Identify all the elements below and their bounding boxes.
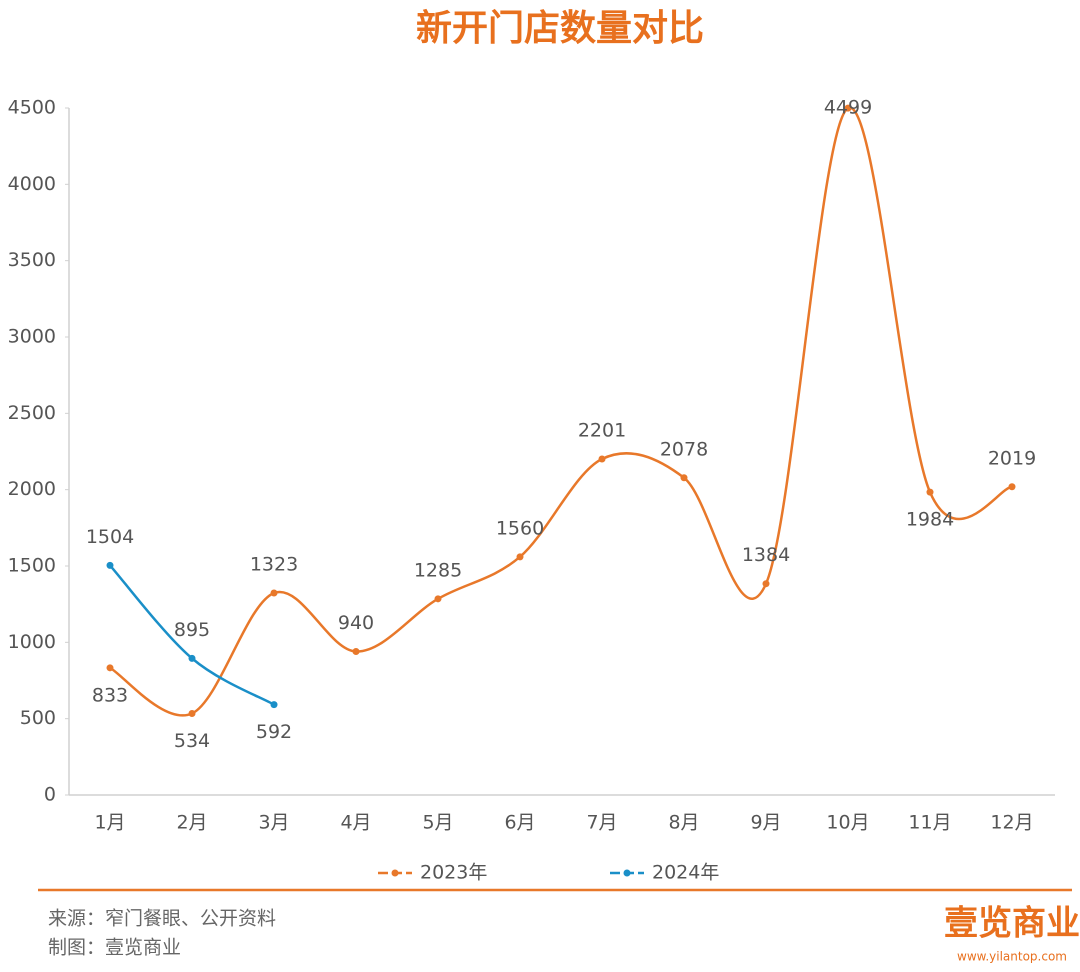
point: [352, 647, 360, 655]
x-tick-label: 6月: [504, 812, 535, 834]
point: [270, 701, 278, 709]
y-tick-label: 0: [44, 784, 56, 806]
legend-dot: [391, 869, 399, 877]
point: [844, 104, 852, 112]
chart-title: 新开门店数量对比: [416, 8, 704, 49]
data-label: 1504: [86, 526, 134, 548]
maker: 制图：壹览商业: [48, 937, 181, 959]
data-label: 2019: [988, 447, 1036, 469]
y-tick-label: 4500: [8, 97, 56, 119]
data-label: 895: [174, 619, 210, 641]
x-tick-label: 2月: [176, 812, 207, 834]
point: [434, 595, 442, 603]
y-tick-label: 1500: [8, 555, 56, 577]
y-tick-label: 3500: [8, 249, 56, 271]
point: [188, 709, 196, 717]
data-label: 1323: [250, 554, 298, 576]
x-tick-label: 5月: [422, 812, 453, 834]
point: [680, 474, 688, 482]
data-label: 1984: [906, 509, 954, 531]
data-label: 833: [92, 684, 128, 706]
point: [516, 553, 524, 561]
x-tick-label: 9月: [750, 812, 781, 834]
x-tick-label: 8月: [668, 812, 699, 834]
data-label: 534: [174, 730, 210, 752]
x-tick-label: 7月: [586, 812, 617, 834]
point: [1008, 483, 1016, 491]
y-tick-label: 2500: [8, 402, 56, 424]
data-label: 1384: [742, 544, 790, 566]
data-label: 2078: [660, 438, 708, 460]
x-tick-label: 12月: [990, 812, 1033, 834]
point: [598, 455, 606, 463]
y-tick-label: 500: [20, 707, 56, 729]
point: [762, 580, 770, 588]
data-label: 940: [338, 612, 374, 634]
series-line: [109, 106, 1013, 717]
data-label: 592: [256, 721, 292, 743]
legend-label: 2023年: [420, 862, 487, 884]
x-tick-label: 1月: [94, 812, 125, 834]
x-tick-label: 11月: [908, 812, 951, 834]
point: [926, 488, 934, 496]
y-tick-label: 1000: [8, 631, 56, 653]
data-label: 1285: [414, 559, 462, 581]
point: [188, 654, 196, 662]
data-label: 4499: [824, 97, 872, 119]
y-tick-label: 2000: [8, 478, 56, 500]
logo: 壹览商业: [944, 904, 1080, 944]
legend-label: 2024年: [652, 862, 719, 884]
y-tick-label: 4000: [8, 173, 56, 195]
y-tick-label: 3000: [8, 326, 56, 348]
x-tick-label: 10月: [826, 812, 869, 834]
point: [106, 664, 114, 672]
logo-url: www.yilantop.com: [957, 950, 1067, 964]
point: [106, 561, 114, 569]
source: 来源：窄门餐眼、公开资料: [48, 908, 276, 930]
x-tick-label: 4月: [340, 812, 371, 834]
data-label: 1560: [496, 517, 544, 539]
point: [270, 589, 278, 597]
x-tick-label: 3月: [258, 812, 289, 834]
legend-dot: [623, 869, 631, 877]
data-label: 2201: [578, 419, 626, 441]
